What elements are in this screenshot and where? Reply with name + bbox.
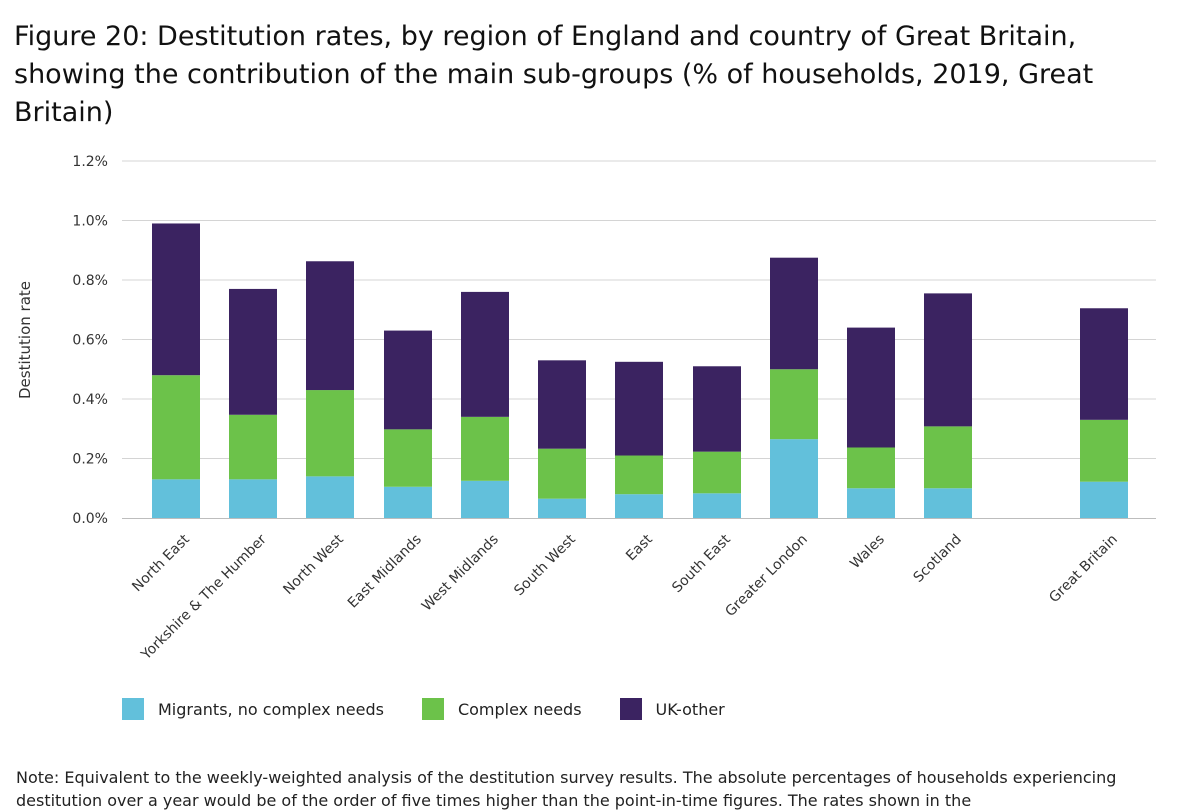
bar-migrants-no-complex-needs-south-east xyxy=(693,493,741,518)
bar-stack-greater-london xyxy=(770,257,818,518)
bar-uk-other-south-east xyxy=(693,366,741,452)
bar-complex-needs-west-midlands xyxy=(461,416,509,481)
bar-uk-other-north-west xyxy=(306,261,354,391)
x-tick-label: East Midlands xyxy=(345,532,425,612)
legend: Migrants, no complex needs Complex needs… xyxy=(122,698,763,720)
bar-uk-other-yorkshire-and-the-humber xyxy=(229,288,277,415)
x-tick-label: North West xyxy=(280,531,347,598)
bar-uk-other-south-west xyxy=(538,360,586,449)
y-axis-ticks: 0.0% 0.2% 0.4% 0.6% 0.8% 1.0% 1.2% xyxy=(72,154,108,527)
bar-stack-north-east xyxy=(152,223,200,518)
x-tick-label: Great Britain xyxy=(1046,532,1121,607)
y-tick-label: 0.8% xyxy=(72,273,108,289)
bar-complex-needs-east-midlands xyxy=(384,429,432,487)
bar-stack-south-west xyxy=(538,360,586,518)
legend-swatch-uk-other xyxy=(619,698,642,720)
bar-complex-needs-scotland xyxy=(924,426,972,489)
y-tick-label: 0.6% xyxy=(72,333,108,349)
bar-migrants-no-complex-needs-scotland xyxy=(924,488,972,518)
bar-complex-needs-north-west xyxy=(306,390,354,477)
legend-swatch-migrants xyxy=(122,698,144,720)
x-tick-label: North East xyxy=(129,531,193,595)
x-tick-label: Scotland xyxy=(910,532,964,586)
y-tick-label: 0.2% xyxy=(72,452,108,468)
bar-complex-needs-south-west xyxy=(538,448,586,499)
bar-stack-east-midlands xyxy=(384,330,432,518)
bar-complex-needs-yorkshire-and-the-humber xyxy=(229,414,277,480)
bar-migrants-no-complex-needs-greater-london xyxy=(770,439,818,518)
bar-stack-yorkshire-and-the-humber xyxy=(229,288,277,518)
bar-stack-south-east xyxy=(693,366,741,518)
x-tick-label: Yorkshire & The Humber xyxy=(138,531,270,663)
bar-uk-other-great-britain xyxy=(1080,308,1128,420)
y-tick-label: 1.0% xyxy=(72,214,108,230)
bar-migrants-no-complex-needs-west-midlands xyxy=(461,480,509,518)
bar-complex-needs-south-east xyxy=(693,451,741,494)
bar-migrants-no-complex-needs-north-east xyxy=(152,479,200,518)
x-tick-label: Greater London xyxy=(722,532,810,620)
bar-migrants-no-complex-needs-south-west xyxy=(538,498,586,518)
y-tick-label: 0.4% xyxy=(72,392,108,408)
bar-migrants-no-complex-needs-east xyxy=(615,494,663,518)
bar-stack-wales xyxy=(847,327,895,518)
legend-label-complex-needs: Complex needs xyxy=(457,699,582,719)
bar-uk-other-scotland xyxy=(924,293,972,427)
legend-label-uk-other: UK-other xyxy=(655,699,725,719)
gridlines xyxy=(122,160,1156,459)
bar-complex-needs-greater-london xyxy=(770,369,818,440)
figure-title: Figure 20: Destitution rates, by region … xyxy=(14,21,1094,128)
bar-complex-needs-wales xyxy=(847,447,895,489)
bar-migrants-no-complex-needs-east-midlands xyxy=(384,486,432,518)
bar-stack-east xyxy=(615,361,663,518)
y-tick-label: 1.2% xyxy=(72,154,108,170)
bars xyxy=(152,223,1128,518)
bar-uk-other-north-east xyxy=(152,223,200,376)
bar-uk-other-greater-london xyxy=(770,257,818,370)
bar-migrants-no-complex-needs-north-west xyxy=(306,476,354,518)
x-tick-label: West Midlands xyxy=(419,532,502,615)
legend-item-complex-needs: Complex needs xyxy=(421,698,582,720)
x-tick-label: East xyxy=(623,531,656,564)
legend-label-migrants: Migrants, no complex needs xyxy=(158,699,384,719)
y-axis-label: Destitution rate xyxy=(16,281,34,399)
bar-complex-needs-east xyxy=(615,455,663,495)
legend-swatch-complex-needs xyxy=(421,698,444,720)
bar-migrants-no-complex-needs-wales xyxy=(847,488,895,518)
legend-item-uk-other: UK-other xyxy=(619,698,725,720)
bar-uk-other-east-midlands xyxy=(384,330,432,430)
bar-migrants-no-complex-needs-great-britain xyxy=(1080,481,1128,518)
x-tick-label: Wales xyxy=(847,532,888,573)
bar-stack-great-britain xyxy=(1080,308,1128,518)
bar-stack-scotland xyxy=(924,293,972,518)
legend-item-migrants: Migrants, no complex needs xyxy=(122,698,384,720)
y-tick-label: 0.0% xyxy=(72,511,108,527)
bar-uk-other-wales xyxy=(847,327,895,448)
bar-migrants-no-complex-needs-yorkshire-and-the-humber xyxy=(229,479,277,518)
figure-note: Note: Equivalent to the weekly-weighted … xyxy=(16,768,1117,810)
stacked-bar-chart: 0.0% 0.2% 0.4% 0.6% 0.8% 1.0% 1.2% North EastY… xyxy=(16,154,1156,664)
bar-complex-needs-great-britain xyxy=(1080,419,1128,482)
bar-uk-other-west-midlands xyxy=(461,291,509,417)
x-tick-label: South East xyxy=(669,531,734,596)
x-tick-label: South West xyxy=(511,531,579,599)
bar-uk-other-east xyxy=(615,361,663,456)
bar-stack-north-west xyxy=(306,261,354,518)
bar-complex-needs-north-east xyxy=(152,375,200,480)
bar-stack-west-midlands xyxy=(461,291,509,518)
